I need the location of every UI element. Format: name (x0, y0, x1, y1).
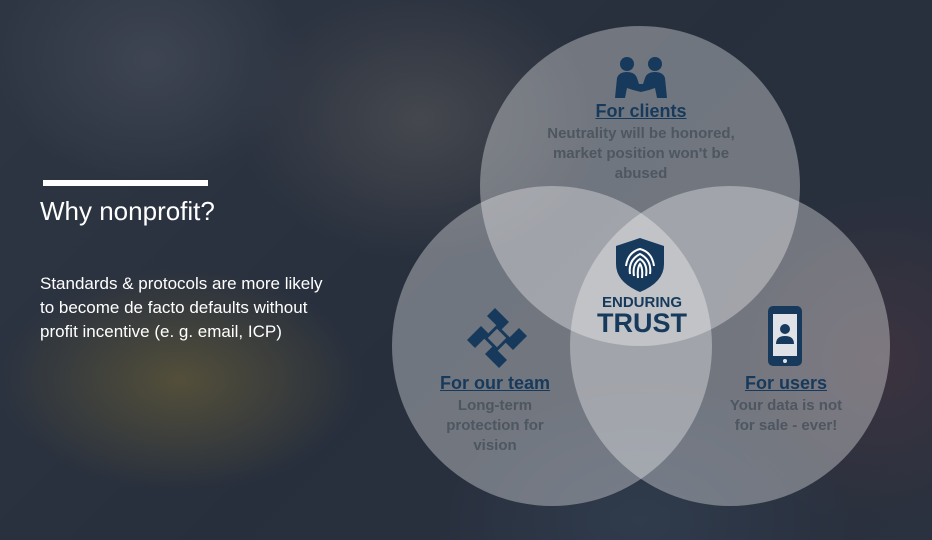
clients-heading: For clients (595, 101, 687, 121)
team-heading: For our team (439, 373, 550, 393)
venn-circle-users (570, 186, 890, 506)
people-handshake-icon (615, 57, 667, 98)
smartphone-user-icon (768, 306, 802, 366)
users-description: Your data is not for sale - ever! (729, 397, 843, 434)
clients-description: Neutrality will be honored, market posit… (547, 125, 735, 182)
title-accent-bar (43, 180, 208, 186)
shield-fingerprint-icon (616, 238, 664, 292)
venn-circle-clients (480, 26, 800, 346)
hands-together-icon (467, 308, 527, 368)
slide-title: Why nonprofit? (40, 196, 215, 226)
center-label-enduring: ENDURING (601, 294, 682, 311)
team-description: Long-term protection for vision (446, 397, 544, 454)
center-label-trust: TRUST (597, 308, 687, 338)
slide-body-text: Standards & protocols are more likely to… (40, 274, 323, 341)
venn-circle-team (392, 186, 712, 506)
users-heading: For users (744, 373, 828, 393)
